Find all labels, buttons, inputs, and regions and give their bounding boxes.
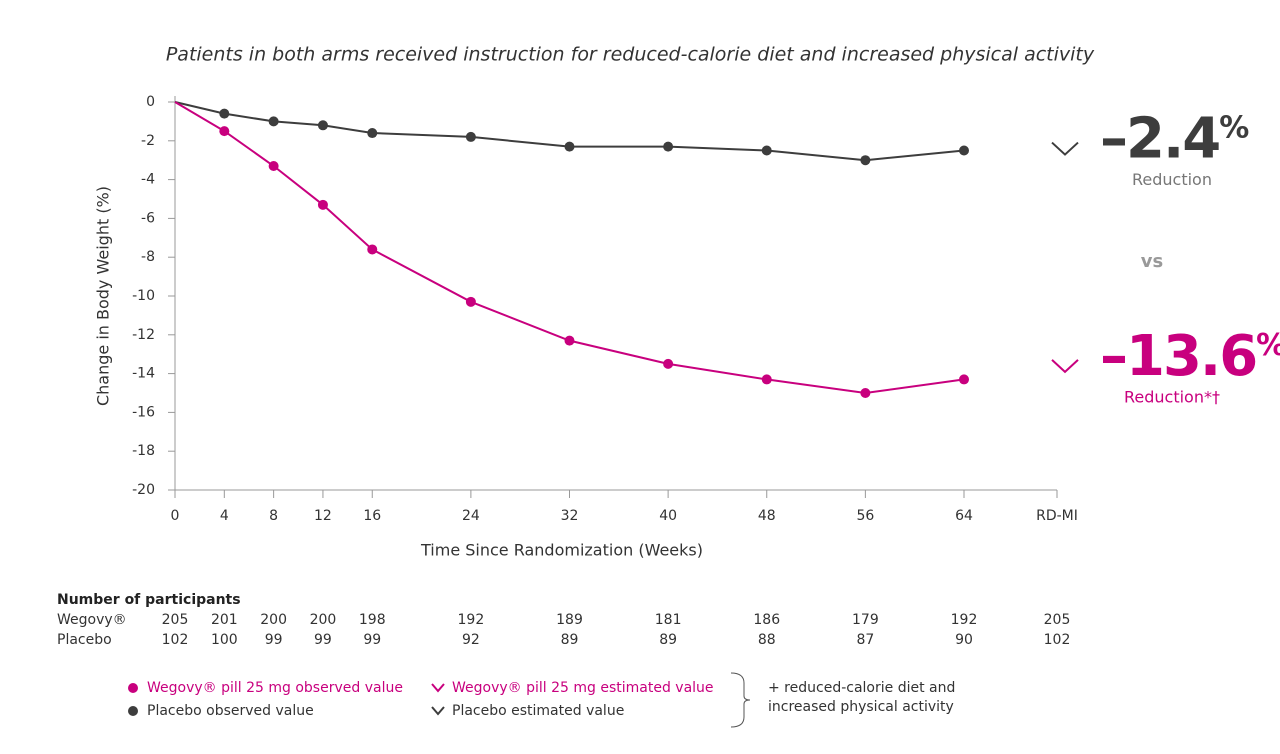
estimate-chevron — [1051, 359, 1079, 374]
count: 179 — [852, 612, 879, 628]
data-point — [860, 388, 871, 398]
legend-label: Wegovy® pill 25 mg estimated value — [452, 680, 714, 696]
x-tick-label: 48 — [758, 508, 776, 524]
row-name: Placebo — [57, 632, 112, 648]
estimate-label: –2.4% — [1100, 107, 1249, 172]
count: 192 — [951, 612, 978, 628]
x-tick-label: 40 — [659, 508, 677, 524]
x-tick-label: 16 — [363, 508, 381, 524]
count: 102 — [1044, 632, 1071, 648]
bracket — [730, 672, 751, 728]
count: 189 — [556, 612, 583, 628]
data-point — [317, 120, 328, 131]
y-tick-label: -18 — [132, 443, 155, 459]
data-point — [268, 116, 279, 127]
y-tick-label: -4 — [141, 172, 155, 188]
data-point — [317, 199, 328, 210]
estimate-chevron — [1051, 141, 1079, 156]
data-point — [860, 155, 871, 166]
count: 99 — [363, 632, 381, 648]
table-title: Number of participants — [57, 592, 241, 608]
x-tick-label: 12 — [314, 508, 332, 524]
data-point — [219, 108, 230, 119]
count: 200 — [260, 612, 287, 628]
vs-label: vs — [1141, 251, 1163, 272]
x-tick-label: 0 — [171, 508, 180, 524]
count: 89 — [561, 632, 579, 648]
legend-swatch — [128, 683, 138, 693]
estimate-value: –13.6 — [1100, 324, 1256, 389]
x-tick-label: RD-MI — [1036, 508, 1078, 524]
data-point — [564, 335, 575, 346]
y-tick-label: -6 — [141, 210, 155, 226]
note: + reduced-calorie diet and — [768, 680, 955, 696]
data-point — [465, 131, 476, 142]
legend-swatch — [431, 706, 445, 716]
count: 205 — [162, 612, 189, 628]
estimate-unit: % — [1256, 327, 1280, 362]
data-point — [367, 244, 378, 255]
y-tick-label: -14 — [132, 366, 155, 382]
x-tick-label: 64 — [955, 508, 973, 524]
count: 88 — [758, 632, 776, 648]
estimate-caption: Reduction*† — [1124, 387, 1220, 406]
chart-subtitle: Patients in both arms received instructi… — [166, 44, 1095, 66]
data-point — [268, 161, 279, 172]
legend-label: Placebo observed value — [147, 703, 314, 719]
estimate-caption: Reduction — [1132, 170, 1212, 189]
count: 89 — [659, 632, 677, 648]
count: 181 — [655, 612, 682, 628]
count: 92 — [462, 632, 480, 648]
count: 90 — [955, 632, 973, 648]
x-tick-label: 24 — [462, 508, 480, 524]
data-point — [959, 374, 969, 385]
data-point — [959, 145, 969, 156]
count: 99 — [314, 632, 332, 648]
y-tick-label: -16 — [132, 404, 155, 420]
legend-label: Wegovy® pill 25 mg observed value — [147, 680, 403, 696]
legend-swatch — [128, 706, 138, 716]
y-tick-label: -10 — [132, 288, 155, 304]
estimate-label: –13.6% — [1100, 324, 1280, 389]
x-tick-label: 32 — [561, 508, 579, 524]
x-tick-label: 4 — [220, 508, 229, 524]
y-tick-label: -20 — [132, 482, 155, 498]
count: 186 — [753, 612, 780, 628]
count: 99 — [265, 632, 283, 648]
count: 87 — [856, 632, 874, 648]
x-axis-label: Time Since Randomization (Weeks) — [420, 541, 703, 560]
data-point — [465, 296, 476, 307]
count: 205 — [1044, 612, 1071, 628]
data-point — [761, 374, 772, 385]
y-tick-label: -12 — [132, 327, 155, 343]
data-point — [219, 126, 230, 137]
y-tick-label: -2 — [141, 133, 155, 149]
data-point — [663, 141, 674, 152]
count: 198 — [359, 612, 386, 628]
data-point — [761, 145, 772, 156]
estimate-value: –2.4 — [1100, 107, 1219, 172]
count: 100 — [211, 632, 238, 648]
y-tick-label: -8 — [141, 249, 155, 265]
count: 200 — [310, 612, 337, 628]
count: 201 — [211, 612, 238, 628]
y-tick-label: 0 — [146, 94, 155, 110]
data-point — [367, 128, 378, 139]
note: increased physical activity — [768, 699, 954, 715]
legend-label: Placebo estimated value — [452, 703, 624, 719]
data-point — [663, 358, 674, 369]
count: 102 — [162, 632, 189, 648]
row-name: Wegovy® — [57, 612, 127, 628]
count: 192 — [458, 612, 485, 628]
y-axis-label: Change in Body Weight (%) — [94, 186, 113, 406]
data-point — [564, 141, 575, 152]
x-tick-label: 56 — [856, 508, 874, 524]
estimate-unit: % — [1219, 110, 1249, 145]
x-tick-label: 8 — [269, 508, 278, 524]
legend-swatch — [431, 683, 445, 693]
